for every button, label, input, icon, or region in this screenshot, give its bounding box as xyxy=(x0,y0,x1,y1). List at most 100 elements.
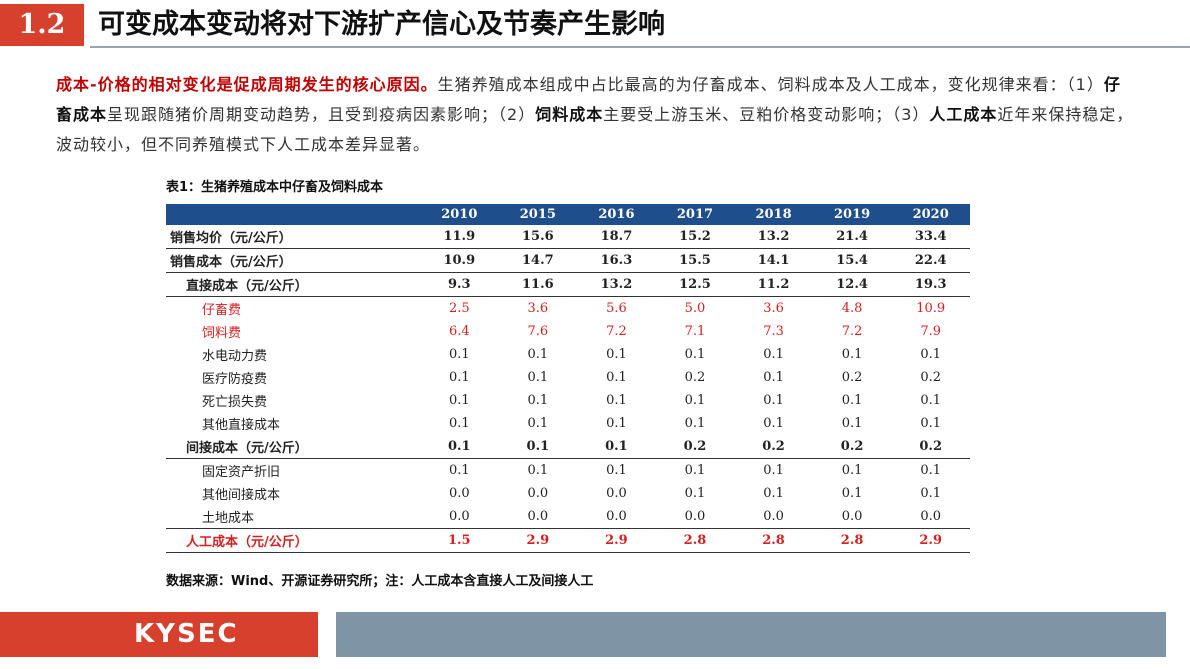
table-cell: 0.1 xyxy=(920,347,942,362)
table-cell: 0.1 xyxy=(841,416,863,431)
table-cell: 0.0 xyxy=(734,505,813,529)
table-cell: 13.2 xyxy=(577,272,656,297)
table-cell: 21.4 xyxy=(812,225,892,249)
table-cell: 0.0 xyxy=(812,505,892,529)
table-cell: 0.1 xyxy=(684,393,706,408)
table-cell: 0.0 xyxy=(448,486,470,501)
table-cell: 13.2 xyxy=(734,225,813,249)
kysec-logo-text: KYSEC xyxy=(134,619,239,649)
table-cell: 0.1 xyxy=(763,463,784,478)
table-cell: 4.8 xyxy=(841,301,863,316)
table-cell: 11.2 xyxy=(734,272,813,297)
header-label-cell xyxy=(166,204,421,225)
footer-logo: KYSEC xyxy=(0,612,318,657)
table-cell: 5.0 xyxy=(684,301,706,316)
table-row: 人工成本（元/公斤） 1.5 2.9 2.9 2.8 2.8 2.8 2.9 xyxy=(166,528,970,553)
section-number-badge: 1.2 xyxy=(0,4,84,46)
table-row: 医疗防疫费 0.1 0.1 0.1 0.2 0.1 0.2 0.2 xyxy=(166,366,970,389)
table-cell: 0.1 xyxy=(606,347,627,362)
table-cell: 0.0 xyxy=(606,486,627,501)
table-cell: 0.0 xyxy=(891,505,970,529)
table-cell: 0.0 xyxy=(577,505,656,529)
year-header: 2019 xyxy=(812,204,892,225)
table-cell: 0.1 xyxy=(684,347,706,362)
row-label: 土地成本 xyxy=(166,505,421,529)
keyword-feed-cost: 饲料成本 xyxy=(535,105,604,124)
table-row: 土地成本 0.0 0.0 0.0 0.0 0.0 0.0 0.0 xyxy=(166,505,970,529)
table-cell: 2.8 xyxy=(734,528,813,553)
table-cell: 0.1 xyxy=(527,370,549,385)
table-cell: 7.2 xyxy=(841,324,863,339)
table-cell: 0.0 xyxy=(420,505,499,529)
table-row: 直接成本（元/公斤） 9.3 11.6 13.2 12.5 11.2 12.4 19.3 xyxy=(166,272,970,297)
table-cell: 0.1 xyxy=(684,463,706,478)
table-cell: 0.1 xyxy=(763,347,784,362)
table-cell: 22.4 xyxy=(891,248,970,273)
table-cell: 0.1 xyxy=(448,370,470,385)
table-cell: 0.1 xyxy=(606,393,627,408)
table-cell: 0.0 xyxy=(655,505,735,529)
table-row: 间接成本（元/公斤） 0.1 0.1 0.1 0.2 0.2 0.2 0.2 xyxy=(166,435,970,459)
table-cell: 15.6 xyxy=(498,225,578,249)
table-cell: 11.9 xyxy=(420,225,499,249)
table-header-row: 2010 2015 2016 2017 2018 2019 2020 xyxy=(166,204,970,225)
table-cell: 7.9 xyxy=(920,324,942,339)
table-cell: 2.9 xyxy=(577,528,656,553)
table-cell: 0.0 xyxy=(498,505,578,529)
table-cell: 0.1 xyxy=(763,416,784,431)
table-cell: 0.1 xyxy=(841,486,863,501)
table-row: 固定资产折旧 0.1 0.1 0.1 0.1 0.1 0.1 0.1 xyxy=(166,459,970,483)
row-label: 其他间接成本 xyxy=(202,488,281,503)
row-label: 其他直接成本 xyxy=(202,418,281,433)
row-label: 医疗防疫费 xyxy=(202,372,268,387)
table-cell: 0.1 xyxy=(527,393,549,408)
table-cell: 0.2 xyxy=(684,370,706,385)
intro-paragraph: 成本-价格的相对变化是促成周期发生的核心原因。生猪养殖成本组成中占比最高的为仔畜… xyxy=(56,70,1136,160)
table-row: 销售成本（元/公斤） 10.9 14.7 16.3 15.5 14.1 15.4 22.4 xyxy=(166,248,970,273)
row-label: 仔畜费 xyxy=(202,303,242,318)
table-cell: 0.1 xyxy=(527,463,549,478)
data-source-note: 数据来源：Wind、开源证券研究所；注：人工成本含直接人工及间接人工 xyxy=(166,574,594,589)
table-cell: 0.2 xyxy=(734,435,813,459)
table-cell: 0.2 xyxy=(841,370,863,385)
intro-text-1: 生猪养殖成本组成中占比最高的为仔畜成本、饲料成本及人工成本，变化规律来看：（1） xyxy=(437,75,1104,94)
table-cell: 11.6 xyxy=(498,272,578,297)
table-cell: 2.9 xyxy=(498,528,578,553)
keyword-labor-cost: 人工成本 xyxy=(929,105,998,124)
table-cell: 1.5 xyxy=(420,528,499,553)
table-cell: 10.9 xyxy=(420,248,499,273)
row-label: 人工成本（元/公斤） xyxy=(166,528,421,553)
table-cell: 0.1 xyxy=(527,416,549,431)
table-cell: 19.3 xyxy=(891,272,970,297)
table-cell: 0.1 xyxy=(527,347,549,362)
table-row: 死亡损失费 0.1 0.1 0.1 0.1 0.1 0.1 0.1 xyxy=(166,389,970,412)
table-cell: 0.2 xyxy=(655,435,735,459)
table-cell: 0.1 xyxy=(606,416,627,431)
table-cell: 0.1 xyxy=(606,370,627,385)
table-cell: 6.4 xyxy=(448,324,470,339)
intro-lead: 成本-价格的相对变化是促成周期发生的核心原因。 xyxy=(56,75,438,94)
table-cell: 10.9 xyxy=(916,301,946,316)
table-row: 饲料费 6.4 7.6 7.2 7.1 7.3 7.2 7.9 xyxy=(166,320,970,343)
year-header: 2018 xyxy=(734,204,813,225)
table-cell: 0.1 xyxy=(577,435,656,459)
intro-text-4: 近年来保持稳定，波动较小，但不同养殖模式下人工成本差异显著。 xyxy=(56,105,1134,154)
table-cell: 15.4 xyxy=(812,248,892,273)
row-label: 直接成本（元/公斤） xyxy=(166,272,421,297)
slide-title: 可变成本变动将对下游扩产信心及节奏产生影响 xyxy=(98,9,665,40)
table-cell: 15.5 xyxy=(655,248,735,273)
table-cell: 0.2 xyxy=(920,370,942,385)
footer-bar xyxy=(336,612,1166,657)
table-cell: 5.6 xyxy=(606,301,627,316)
table-cell: 2.5 xyxy=(448,301,470,316)
year-header: 2010 xyxy=(420,204,499,225)
cost-table: 2010 2015 2016 2017 2018 2019 2020 销售均价（… xyxy=(166,204,970,553)
table-cell: 0.1 xyxy=(920,393,942,408)
table-cell: 2.8 xyxy=(655,528,735,553)
table-row: 水电动力费 0.1 0.1 0.1 0.1 0.1 0.1 0.1 xyxy=(166,343,970,366)
table-cell: 15.2 xyxy=(655,225,735,249)
table-cell: 0.1 xyxy=(606,463,627,478)
row-label: 销售成本（元/公斤） xyxy=(166,248,421,273)
table-cell: 0.1 xyxy=(763,370,784,385)
intro-text-3: 主要受上游玉米、豆粕价格变动影响；（3） xyxy=(603,105,930,124)
